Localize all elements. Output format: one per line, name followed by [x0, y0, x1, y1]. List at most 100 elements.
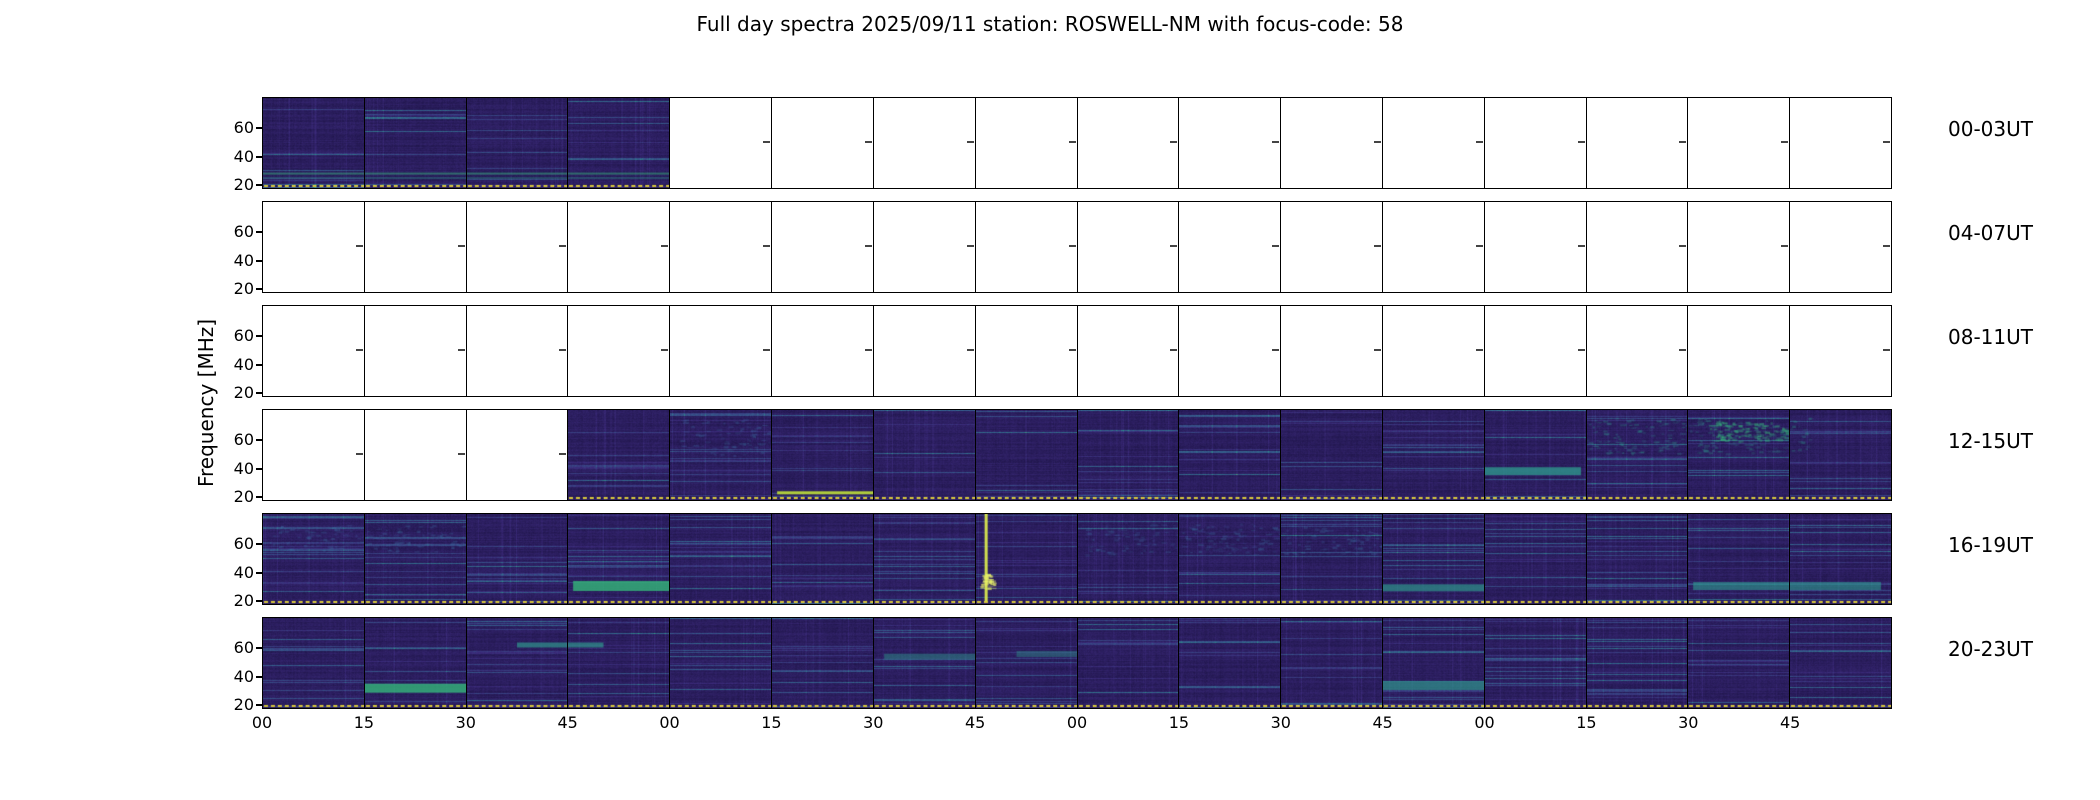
- spectrogram-segment: [1383, 202, 1485, 292]
- segment-tick: [966, 245, 974, 248]
- segment-tick: [763, 245, 771, 248]
- spectrogram-segment: [1179, 618, 1282, 708]
- segment-tick: [661, 245, 669, 248]
- ytick-mark: [256, 259, 262, 262]
- spectrogram-segment: [975, 618, 1078, 708]
- xtick-label: 45: [1372, 713, 1393, 732]
- spectrogram-canvas: [1281, 514, 1382, 604]
- spectrogram-segment: [975, 410, 1078, 500]
- segment-tick: [1373, 141, 1381, 144]
- spectrogram-segment: [263, 410, 365, 500]
- segment-tick: [966, 141, 974, 144]
- ytick-mark: [256, 392, 262, 395]
- spectrogram-canvas: [1281, 618, 1382, 708]
- ytick-label: 40: [233, 146, 254, 166]
- spectrogram-canvas: [1179, 514, 1281, 604]
- spectrogram-canvas: [772, 618, 873, 708]
- segment-tick: [457, 453, 465, 456]
- spectrogram-segment: [568, 410, 671, 500]
- segment-tick: [1679, 349, 1687, 352]
- xtick-label: 00: [1474, 713, 1495, 732]
- spectrogram-segment: [1281, 98, 1383, 188]
- row-label: 00-03UT: [1948, 117, 2033, 141]
- spectrogram-segment: [1586, 514, 1689, 604]
- spectrogram-canvas: [1382, 410, 1484, 500]
- spectrogram-segment: [1382, 514, 1485, 604]
- spectrogram-row: [262, 409, 1892, 501]
- xtick-label: 30: [1678, 713, 1699, 732]
- ytick-mark: [256, 288, 262, 291]
- spectrogram-canvas: [364, 98, 466, 188]
- segment-tick: [1883, 349, 1890, 352]
- spectrogram-segment: [467, 306, 569, 396]
- spectrogram-canvas: [975, 410, 1077, 500]
- spectrogram-segment: [873, 618, 976, 708]
- spectrogram-segment: [772, 98, 874, 188]
- segment-tick: [1679, 141, 1687, 144]
- spectrogram-segment: [772, 202, 874, 292]
- spectrogram-segment: [670, 410, 773, 500]
- spectrogram-segment: [1179, 202, 1282, 292]
- ytick-mark: [256, 496, 262, 499]
- xtick-label: 15: [1168, 713, 1190, 732]
- segment-tick: [1272, 141, 1280, 144]
- segment-tick: [457, 349, 465, 352]
- spectrogram-canvas: [1484, 618, 1586, 708]
- segment-tick: [1068, 141, 1076, 144]
- ytick-label: 60: [233, 222, 254, 242]
- spectrogram-canvas: [1179, 618, 1281, 708]
- spectrogram-canvas: [1688, 410, 1790, 500]
- spectrogram-segment: [1790, 410, 1891, 500]
- ytick-mark: [256, 127, 262, 130]
- spectrogram-segment: [568, 202, 671, 292]
- xtick-label: 30: [1270, 713, 1291, 732]
- ytick-mark: [256, 439, 262, 442]
- spectrogram-segment: [364, 98, 467, 188]
- spectrogram-segment: [772, 618, 874, 708]
- ytick-mark: [256, 184, 262, 187]
- ytick-mark: [256, 231, 262, 234]
- spectrogram-row: [262, 305, 1892, 397]
- spectrogram-segment: [568, 98, 671, 188]
- spectrogram-segment: [975, 514, 1078, 604]
- spectrogram-segment: [1281, 514, 1383, 604]
- xtick-label: 15: [1576, 713, 1597, 732]
- ytick-label: 60: [233, 638, 254, 658]
- spectrogram-row: [262, 97, 1892, 189]
- xtick-label: 00: [1066, 713, 1088, 732]
- spectrogram-segment: [1790, 618, 1891, 708]
- ytick-mark: [256, 155, 262, 158]
- spectrogram-canvas: [670, 514, 772, 604]
- segment-tick: [1373, 245, 1381, 248]
- spectrogram-canvas: [873, 618, 975, 708]
- spectrogram-segment: [1790, 98, 1891, 188]
- spectrogram-canvas: [263, 98, 364, 188]
- spectrogram-canvas: [466, 618, 568, 708]
- spectrogram-canvas: [1484, 410, 1586, 500]
- segment-tick: [355, 453, 363, 456]
- spectrogram-segment: [873, 514, 976, 604]
- spectrogram-canvas: [873, 514, 975, 604]
- spectrogram-canvas: [466, 514, 568, 604]
- spectrogram-canvas: [1688, 618, 1790, 708]
- segment-tick: [864, 245, 872, 248]
- spectrogram-segment: [364, 618, 467, 708]
- segment-tick: [559, 245, 567, 248]
- spectrogram-segment: [772, 514, 874, 604]
- spectrogram-canvas: [1484, 514, 1586, 604]
- spectrogram-canvas: [1077, 514, 1179, 604]
- spectrogram-row: [262, 201, 1892, 293]
- ytick-mark: [256, 647, 262, 650]
- spectrogram-segment: [568, 514, 671, 604]
- segment-tick: [1781, 141, 1789, 144]
- spectrogram-segment: [772, 306, 874, 396]
- spectrogram-segment: [976, 202, 1078, 292]
- spectrogram-segment: [1688, 410, 1791, 500]
- spectrogram-segment: [1688, 514, 1791, 604]
- spectrogram-segment: [568, 618, 671, 708]
- segment-tick: [1883, 141, 1890, 144]
- spectrogram-segment: [1078, 98, 1180, 188]
- segment-tick: [1170, 245, 1178, 248]
- spectrogram-canvas: [1586, 410, 1688, 500]
- xtick-label: 00: [659, 713, 680, 732]
